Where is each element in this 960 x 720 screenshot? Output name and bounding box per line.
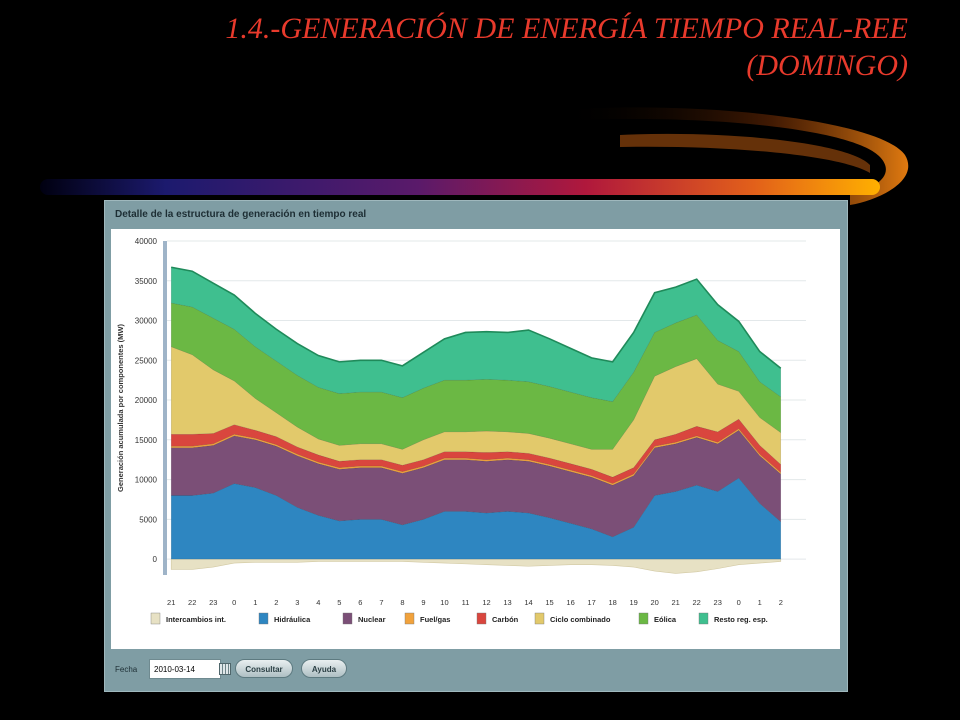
x-tick-label: 16	[566, 598, 574, 607]
decorative-swoosh	[40, 107, 909, 205]
y-axis-strip	[163, 241, 167, 575]
x-tick-label: 1	[758, 598, 762, 607]
y-tick-label: 20000	[135, 396, 158, 405]
x-tick-label: 6	[358, 598, 362, 607]
y-tick-label: 10000	[135, 476, 158, 485]
y-tick-label: 35000	[135, 277, 158, 286]
x-tick-label: 8	[400, 598, 404, 607]
x-tick-label: 17	[587, 598, 595, 607]
y-axis-label: Generación acumulada por componentes (MW…	[116, 324, 125, 492]
consultar-button[interactable]: Consultar	[235, 659, 293, 678]
y-tick-label: 25000	[135, 356, 158, 365]
legend-label: Intercambios int.	[166, 615, 226, 624]
x-tick-label: 4	[316, 598, 320, 607]
total-outline	[171, 266, 782, 369]
generation-panel: Detalle de la estructura de generación e…	[104, 200, 848, 692]
y-tick-label: 30000	[135, 317, 158, 326]
x-tick-label: 19	[629, 598, 637, 607]
toolbar: Fecha Consultar Ayuda	[105, 656, 847, 686]
generation-chart: 0 5000 10000 15000 20000 25000 30000 35000 40000…	[116, 237, 806, 625]
x-tick-label: 21	[167, 598, 175, 607]
x-tick-label: 12	[482, 598, 490, 607]
x-tick-label: 7	[379, 598, 383, 607]
slide-title: 1.4.-GENERACIÓN DE ENERGÍA TIEMPO REAL-R…	[108, 10, 908, 84]
legend-label: Nuclear	[358, 615, 386, 624]
y-tick-label: 5000	[139, 515, 157, 524]
ayuda-button[interactable]: Ayuda	[301, 659, 347, 678]
legend-label: Hidráulica	[274, 615, 311, 624]
x-tick-label: 14	[524, 598, 532, 607]
x-tick-label: 10	[440, 598, 448, 607]
legend-swatch	[638, 612, 649, 625]
x-tick-label: 22	[188, 598, 196, 607]
y-tick-label: 40000	[135, 237, 158, 246]
x-tick-label: 21	[672, 598, 680, 607]
legend-label: Eólica	[654, 615, 677, 624]
x-tick-label: 3	[295, 598, 299, 607]
x-tick-label: 20	[650, 598, 658, 607]
legend-label: Carbón	[492, 615, 519, 624]
x-tick-label: 13	[503, 598, 511, 607]
legend-swatch	[476, 612, 487, 625]
slide-title-line1: 1.4.-GENERACIÓN DE ENERGÍA TIEMPO REAL-R…	[225, 12, 908, 45]
x-tick-label: 2	[274, 598, 278, 607]
slide-title-line2: (DOMINGO)	[746, 49, 908, 82]
legend-label: Fuel/gas	[420, 615, 450, 624]
area-series-intercambios	[170, 558, 782, 574]
calendar-icon[interactable]	[219, 663, 231, 675]
x-tick-label: 0	[737, 598, 741, 607]
x-tick-label: 0	[232, 598, 236, 607]
chart-area: 0 5000 10000 15000 20000 25000 30000 35000 40000…	[111, 229, 840, 649]
y-tick-label: 0	[153, 555, 158, 564]
x-tick-label: 1	[253, 598, 257, 607]
legend-swatch	[258, 612, 269, 625]
fecha-label: Fecha	[115, 665, 138, 674]
legend-swatch	[404, 612, 415, 625]
x-tick-label: 23	[209, 598, 217, 607]
legend-swatch	[342, 612, 353, 625]
x-tick-label: 2	[779, 598, 783, 607]
x-tick-label: 11	[462, 598, 470, 607]
x-tick-label: 23	[714, 598, 722, 607]
legend-swatch	[698, 612, 709, 625]
legend-label: Resto reg. esp.	[714, 615, 768, 624]
legend-label: Ciclo combinado	[550, 615, 611, 624]
legend-swatch	[534, 612, 545, 625]
panel-header: Detalle de la estructura de generación e…	[115, 209, 367, 220]
x-tick-label: 5	[337, 598, 341, 607]
date-input[interactable]	[149, 659, 221, 679]
x-tick-label: 18	[608, 598, 616, 607]
area-series-5	[170, 346, 782, 478]
area-series-2	[170, 429, 782, 538]
x-tick-label: 22	[693, 598, 701, 607]
x-tick-label: 9	[421, 598, 425, 607]
y-tick-label: 15000	[135, 436, 158, 445]
x-tick-label: 15	[545, 598, 553, 607]
legend-swatch	[150, 612, 161, 625]
